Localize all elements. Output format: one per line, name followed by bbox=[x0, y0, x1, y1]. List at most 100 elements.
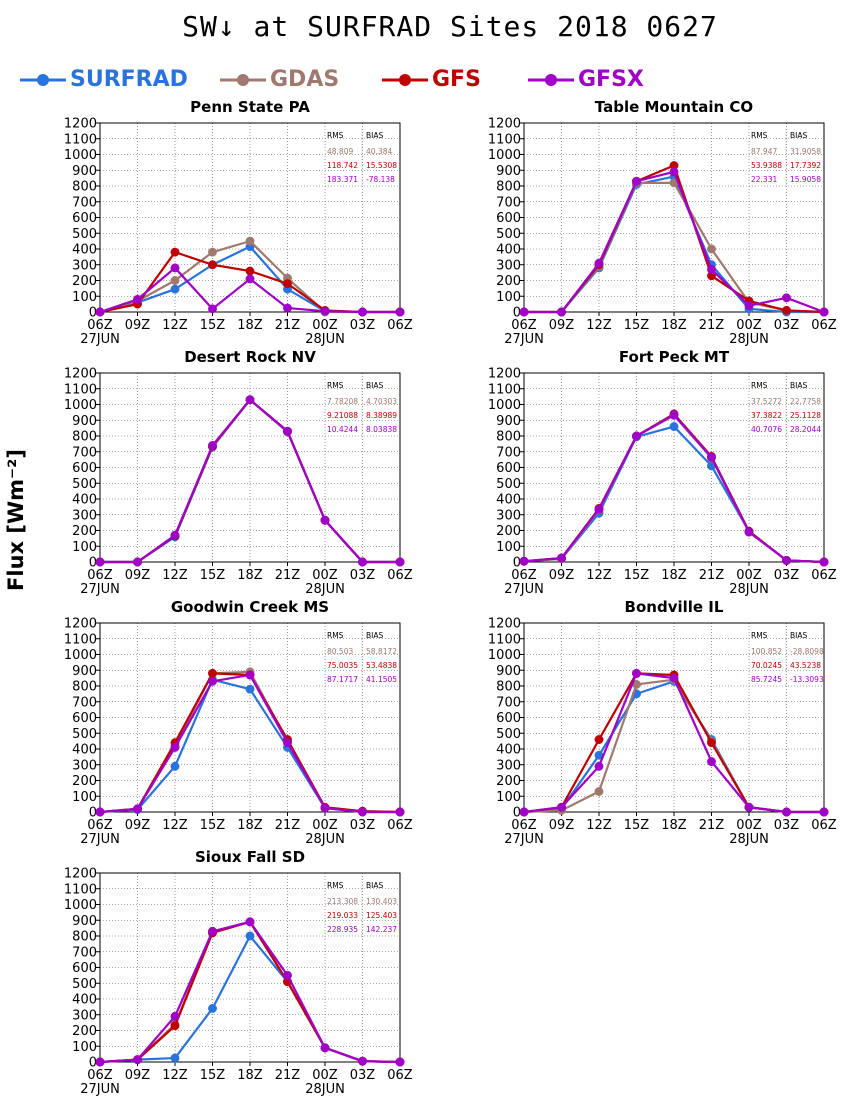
x-date-label: 28JUN bbox=[305, 332, 345, 347]
y-tick-label: 100 bbox=[72, 1040, 97, 1055]
y-tick-label: 900 bbox=[72, 914, 97, 929]
y-tick-label: 200 bbox=[496, 774, 521, 789]
data-point-gfsx bbox=[320, 515, 330, 525]
stats-bias-gfs: 8.38989 bbox=[366, 411, 397, 420]
data-point-gfsx bbox=[632, 176, 641, 186]
chart-title: Goodwin Creek MS bbox=[170, 598, 330, 616]
y-tick-label: 0 bbox=[89, 1056, 97, 1071]
x-tick-label: 21Z bbox=[699, 818, 725, 833]
x-tick-label: 15Z bbox=[200, 318, 226, 333]
stats-rms-gfsx: 87.1717 bbox=[327, 675, 358, 684]
y-tick-label: 1200 bbox=[64, 117, 97, 132]
y-tick-label: 700 bbox=[72, 195, 97, 210]
y-tick-label: 700 bbox=[72, 695, 97, 710]
chart-plot: 0100200300400500600700800900100011001200… bbox=[488, 617, 837, 848]
stats-rms-gdas: 213.308 bbox=[327, 897, 358, 906]
x-tick-label: 09Z bbox=[549, 818, 575, 833]
y-tick-label: 100 bbox=[72, 790, 97, 805]
y-tick-label: 1100 bbox=[64, 132, 97, 147]
data-point-gdas bbox=[170, 276, 180, 285]
x-tick-label: 06Z bbox=[387, 1068, 413, 1083]
x-date-label: 27JUN bbox=[80, 332, 120, 347]
x-date-label: 27JUN bbox=[80, 832, 120, 847]
data-point-gfs bbox=[208, 260, 217, 270]
chart-plot: 0100200300400500600700800900100011001200… bbox=[64, 117, 413, 348]
data-point-gfsx bbox=[95, 1057, 105, 1067]
y-tick-label: 500 bbox=[72, 477, 97, 492]
data-point-gfsx bbox=[707, 452, 716, 462]
x-tick-label: 06Z bbox=[811, 318, 837, 333]
data-point-gfsx bbox=[669, 167, 679, 177]
stats-rms-gfs: 75.0035 bbox=[327, 661, 358, 670]
stats-header-bias: BIAS bbox=[790, 631, 807, 640]
data-point-gdas bbox=[707, 244, 716, 254]
x-tick-label: 12Z bbox=[162, 818, 188, 833]
chart-title: Table Mountain CO bbox=[594, 98, 754, 116]
series-line-gdas bbox=[524, 181, 825, 314]
chart-plot: 0100200300400500600700800900100011001200… bbox=[64, 867, 413, 1098]
x-tick-label: 09Z bbox=[549, 568, 575, 583]
stats-rms-gdas: 48.809 bbox=[327, 147, 353, 156]
data-point-gfsx bbox=[358, 557, 367, 567]
data-point-surfrad bbox=[245, 931, 255, 941]
x-date-label: 28JUN bbox=[729, 332, 769, 347]
stats-bias-gfsx: -13.3093 bbox=[790, 675, 824, 684]
data-point-gfsx bbox=[133, 804, 142, 814]
y-tick-label: 500 bbox=[496, 727, 521, 742]
data-point-gfsx bbox=[632, 668, 641, 678]
y-tick-label: 1100 bbox=[488, 382, 521, 397]
chart-panel-fort-peck: Fort Peck MT 0 100 200 300 400 500 600 700 800 90… bbox=[464, 348, 850, 598]
data-point-gfsx bbox=[208, 441, 217, 450]
y-tick-label: 400 bbox=[72, 493, 97, 508]
data-point-gfsx bbox=[395, 807, 405, 817]
y-tick-label: 600 bbox=[496, 211, 521, 226]
data-point-gfsx bbox=[557, 553, 566, 563]
data-point-gfsx bbox=[707, 757, 716, 767]
data-point-gfsx bbox=[557, 307, 566, 317]
x-tick-label: 21Z bbox=[275, 568, 301, 583]
stats-header-rms: RMS bbox=[751, 631, 768, 640]
data-point-surfrad bbox=[170, 1053, 180, 1063]
y-tick-label: 1200 bbox=[64, 867, 97, 882]
data-point-gfsx bbox=[594, 504, 604, 514]
data-point-gfsx bbox=[669, 410, 679, 420]
data-point-gfs bbox=[283, 279, 292, 289]
series-line-gfs bbox=[524, 164, 825, 314]
y-tick-label: 1200 bbox=[64, 617, 97, 632]
x-tick-label: 21Z bbox=[699, 318, 725, 333]
y-tick-label: 500 bbox=[496, 477, 521, 492]
y-tick-label: 300 bbox=[496, 508, 521, 523]
y-tick-label: 800 bbox=[496, 680, 521, 695]
x-tick-label: 15Z bbox=[200, 818, 226, 833]
x-tick-label: 18Z bbox=[237, 318, 263, 333]
stats-header-bias: BIAS bbox=[790, 381, 807, 390]
data-point-gfsx bbox=[95, 557, 105, 567]
chart-title: Desert Rock NV bbox=[184, 348, 316, 366]
x-tick-label: 12Z bbox=[162, 318, 188, 333]
y-tick-label: 1000 bbox=[64, 898, 97, 913]
x-tick-label: 12Z bbox=[586, 568, 612, 583]
x-date-label: 27JUN bbox=[504, 332, 544, 347]
data-point-surfrad bbox=[208, 1004, 217, 1013]
x-tick-label: 09Z bbox=[549, 318, 575, 333]
data-point-gdas bbox=[594, 787, 604, 796]
data-point-gfs bbox=[594, 735, 604, 745]
y-tick-label: 1100 bbox=[64, 632, 97, 647]
x-date-label: 28JUN bbox=[729, 582, 769, 597]
chart-panel-sioux-fall: Sioux Fall SD 0 100 200 300 400 500 600 700 800 9… bbox=[40, 848, 460, 1098]
x-tick-label: 09Z bbox=[125, 318, 151, 333]
x-tick-label: 06Z bbox=[511, 568, 537, 583]
y-tick-label: 1000 bbox=[488, 148, 521, 163]
data-point-gfsx bbox=[283, 970, 292, 980]
y-tick-label: 300 bbox=[496, 258, 521, 273]
x-tick-label: 18Z bbox=[237, 1068, 263, 1083]
y-tick-label: 900 bbox=[72, 664, 97, 679]
x-tick-label: 03Z bbox=[774, 818, 800, 833]
stats-rms-gfs: 118.742 bbox=[327, 161, 358, 170]
stats-rms-gfsx: 228.935 bbox=[327, 925, 358, 934]
data-point-gfsx bbox=[782, 555, 791, 565]
x-date-label: 27JUN bbox=[80, 582, 120, 597]
data-point-gfsx bbox=[744, 802, 754, 812]
stats-bias-gdas: 31.9058 bbox=[790, 147, 821, 156]
data-point-gfsx bbox=[95, 307, 105, 317]
